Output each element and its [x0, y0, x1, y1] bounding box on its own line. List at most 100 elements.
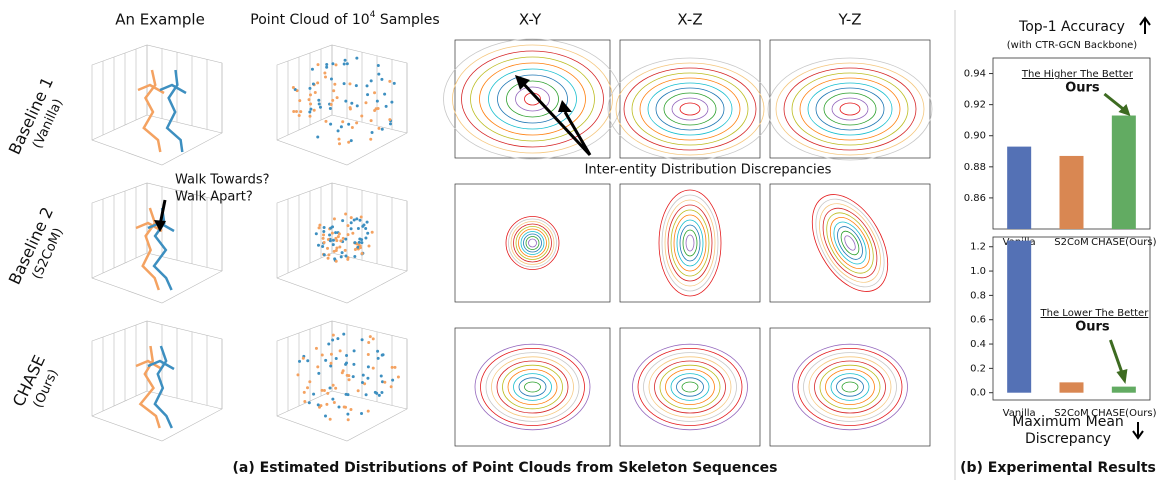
contour	[632, 343, 748, 431]
point	[329, 122, 333, 126]
y-tick-label: 0.6	[970, 315, 986, 326]
point	[331, 225, 335, 229]
point	[366, 353, 370, 357]
point	[324, 119, 328, 123]
contour	[791, 72, 909, 146]
point	[316, 63, 320, 67]
point	[354, 84, 358, 88]
contour	[840, 230, 860, 256]
contour	[515, 86, 550, 112]
point	[376, 356, 380, 360]
point	[380, 77, 384, 81]
point	[396, 375, 400, 379]
point	[383, 92, 387, 96]
contour	[520, 231, 545, 255]
point	[293, 87, 297, 91]
point	[314, 346, 318, 350]
point	[366, 93, 370, 97]
bar	[1111, 115, 1136, 229]
contour	[525, 236, 540, 250]
point	[327, 253, 331, 257]
header-text: Point Cloud of 10	[250, 12, 369, 28]
arrowhead	[154, 220, 166, 232]
skeleton	[137, 83, 165, 95]
point	[388, 122, 392, 126]
contour	[792, 343, 908, 431]
contour	[839, 102, 861, 116]
y-tick-label: 0.86	[964, 193, 986, 204]
point	[336, 129, 340, 133]
contour	[510, 221, 555, 265]
point	[379, 374, 383, 378]
point	[347, 122, 351, 126]
point	[344, 254, 348, 258]
chart-annotation: The Lower The Better	[1040, 308, 1150, 319]
point	[366, 231, 370, 235]
contour	[844, 235, 856, 251]
contour	[811, 194, 889, 292]
point	[384, 104, 388, 108]
skeleton	[138, 345, 161, 429]
contour	[615, 62, 765, 156]
contour	[659, 364, 721, 410]
3d-axes	[91, 44, 223, 166]
contour	[505, 216, 560, 270]
skeleton	[165, 69, 184, 153]
point	[381, 353, 385, 357]
point	[353, 255, 357, 259]
point	[341, 120, 345, 124]
point	[331, 98, 335, 102]
point	[388, 79, 392, 83]
point	[332, 89, 336, 93]
point	[316, 365, 320, 369]
contour	[528, 238, 537, 248]
point	[342, 332, 346, 336]
contour	[831, 97, 869, 121]
point	[360, 114, 364, 118]
point	[371, 366, 375, 370]
point	[335, 246, 339, 250]
point	[333, 82, 337, 86]
contour	[474, 343, 591, 431]
point	[350, 126, 354, 130]
chart-title: Discrepancy	[1025, 431, 1111, 447]
point	[371, 337, 375, 341]
column-header: An Example	[115, 11, 205, 29]
contour	[815, 87, 885, 131]
point	[341, 219, 345, 223]
3d-box	[91, 44, 223, 166]
point	[356, 245, 360, 249]
point	[312, 108, 316, 112]
chart-subtitle: (with CTR-GCN Backbone)	[1007, 40, 1138, 51]
point	[391, 378, 395, 382]
point	[328, 386, 332, 390]
point	[318, 105, 322, 109]
row-label: CHASE(Ours)	[9, 352, 62, 410]
contour-frame	[619, 327, 761, 447]
contour	[508, 218, 557, 268]
point	[390, 100, 394, 104]
point	[353, 241, 357, 245]
point	[339, 239, 343, 243]
point	[332, 401, 336, 405]
contour-frame	[619, 183, 761, 303]
point	[388, 118, 392, 122]
point	[334, 236, 338, 240]
highlight-arrowhead	[1118, 104, 1131, 116]
contour	[814, 360, 886, 414]
point	[313, 91, 317, 95]
point	[369, 137, 373, 141]
contour	[670, 209, 710, 277]
skeleton	[159, 83, 187, 95]
contour	[480, 347, 585, 426]
point	[328, 233, 332, 237]
highlight-arrowhead	[1116, 369, 1128, 384]
point	[322, 240, 326, 244]
point	[323, 75, 327, 79]
contour	[685, 234, 695, 252]
point	[345, 361, 349, 365]
point	[307, 98, 311, 102]
contour	[819, 364, 881, 410]
bar	[1059, 155, 1084, 229]
point	[339, 125, 343, 129]
